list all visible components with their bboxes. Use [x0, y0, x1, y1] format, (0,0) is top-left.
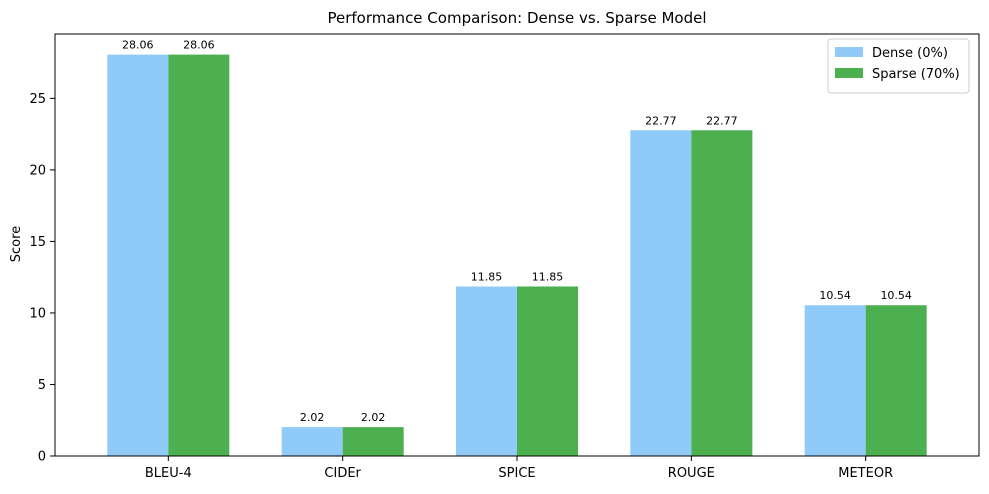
plot-frame — [54, 33, 980, 457]
y-tick-label: 25 — [29, 92, 46, 107]
x-tick-label: BLEU-4 — [145, 466, 192, 481]
bar-value-label: 22.77 — [645, 114, 677, 127]
bar-value-label: 2.02 — [361, 411, 386, 424]
bar-sparse-rouge — [691, 130, 753, 456]
bar-value-label: 28.06 — [183, 39, 215, 52]
bar-dense-cider — [281, 427, 343, 456]
chart-title: Performance Comparison: Dense vs. Sparse… — [327, 9, 706, 27]
bar-value-label: 22.77 — [706, 114, 738, 127]
bar-sparse-meteor — [865, 305, 927, 456]
value-labels-layer: 28.06 2.02 11.85 22.77 10.54 28.06 2.02 11.85 22… — [122, 39, 912, 425]
bar-value-label: 11.85 — [532, 270, 564, 283]
x-axis: BLEU-4 CIDEr SPICE ROUGE METEOR — [145, 456, 893, 481]
legend-swatch-sparse — [835, 68, 863, 78]
y-tick-label: 15 — [29, 235, 46, 250]
bar-dense-meteor — [804, 305, 866, 456]
y-axis: 0 5 10 15 20 25 — [29, 92, 55, 465]
bar-dense-spice — [455, 286, 517, 456]
y-tick-label: 10 — [29, 306, 46, 321]
x-tick-label: SPICE — [498, 466, 535, 481]
x-tick-label: METEOR — [838, 466, 893, 481]
bar-value-label: 11.85 — [471, 270, 503, 283]
x-tick-label: CIDEr — [324, 466, 361, 481]
y-tick-label: 20 — [29, 163, 46, 178]
bars-layer — [107, 54, 927, 456]
y-axis-label: Score — [9, 226, 24, 262]
bar-value-label: 28.06 — [122, 39, 154, 52]
bar-dense-bleu-4 — [107, 54, 169, 456]
y-tick-label: 5 — [38, 378, 46, 393]
x-tick-label: ROUGE — [668, 466, 715, 481]
legend: Dense (0%) Sparse (70%) — [827, 38, 970, 94]
bar-sparse-bleu-4 — [168, 54, 230, 456]
legend-swatch-dense — [835, 47, 863, 57]
bar-value-label: 10.54 — [819, 289, 851, 302]
bar-dense-rouge — [630, 130, 692, 456]
bar-value-label: 10.54 — [880, 289, 912, 302]
legend-box — [827, 38, 970, 94]
y-tick-label: 0 — [38, 450, 46, 465]
bar-sparse-cider — [342, 427, 404, 456]
legend-label-sparse: Sparse (70%) — [872, 67, 960, 82]
legend-label-dense: Dense (0%) — [872, 46, 948, 61]
bar-value-label: 2.02 — [300, 411, 325, 424]
bar-sparse-spice — [517, 286, 579, 456]
